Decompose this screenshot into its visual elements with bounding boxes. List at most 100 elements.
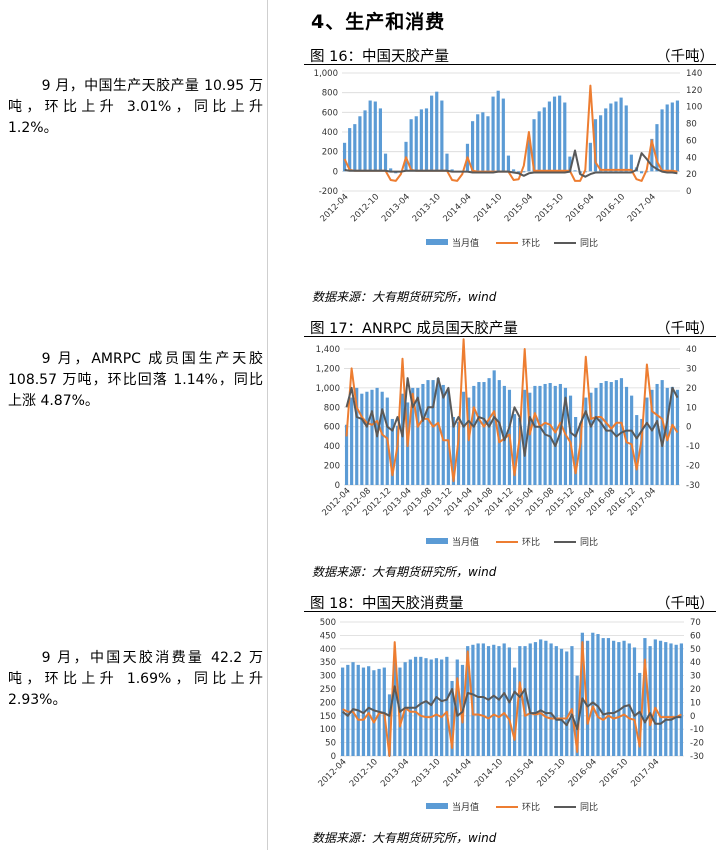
bar bbox=[655, 124, 659, 172]
section-title: 4、生产和消费 bbox=[311, 11, 446, 33]
bar bbox=[450, 169, 454, 172]
anrpc-production-chart: 1,400 1,200 1,000 800 600 400 200 0 40 30 20 10 0 -10… bbox=[316, 338, 700, 548]
y-right-tick-label: -10 bbox=[686, 442, 700, 452]
production-comment: 9 月，中国生产天胶产量 10.95 万吨，环比上升 3.01%，同比上升 1.… bbox=[8, 78, 263, 136]
legend-bar-swatch bbox=[426, 538, 448, 544]
y-left-tick-label: 500 bbox=[320, 618, 336, 628]
bar bbox=[558, 95, 562, 172]
bar bbox=[430, 95, 434, 172]
bar bbox=[619, 97, 623, 172]
bar bbox=[542, 107, 546, 172]
bar bbox=[395, 425, 400, 485]
bar bbox=[435, 91, 439, 172]
y-left-tick-label: 150 bbox=[320, 712, 336, 722]
bar bbox=[614, 380, 618, 485]
x-tick-label: 2016-10 bbox=[598, 757, 630, 789]
bar bbox=[512, 667, 517, 756]
bar bbox=[481, 643, 485, 756]
bar bbox=[544, 640, 548, 756]
bar bbox=[471, 121, 475, 172]
bar bbox=[645, 397, 649, 485]
bar bbox=[624, 386, 629, 485]
y-left-tick-label: 1,200 bbox=[316, 364, 340, 374]
y-left-tick-label: 600 bbox=[322, 108, 338, 118]
bar bbox=[643, 638, 647, 756]
bar bbox=[601, 638, 605, 756]
bar bbox=[370, 389, 374, 485]
y-left-tick-label: 0 bbox=[333, 167, 338, 177]
bar bbox=[445, 153, 449, 172]
bar bbox=[548, 383, 552, 485]
bar bbox=[660, 380, 664, 485]
legend: 当月值 环比 同比 bbox=[426, 801, 598, 813]
bar bbox=[658, 640, 663, 756]
y-right-tick-label: -30 bbox=[686, 481, 700, 491]
bar bbox=[609, 382, 613, 485]
figure-16-unit: （千吨） bbox=[656, 49, 714, 65]
legend-label: 当月值 bbox=[452, 801, 479, 813]
y-left-tick-label: 200 bbox=[320, 698, 336, 708]
bar bbox=[565, 651, 569, 756]
bar bbox=[358, 116, 362, 172]
legend-label: 同比 bbox=[580, 536, 598, 548]
bar bbox=[552, 96, 557, 172]
bar bbox=[674, 644, 678, 756]
bar bbox=[378, 108, 382, 172]
bar bbox=[350, 397, 354, 485]
consumption-comment: 9 月，中国天胶消费量 42.2 万吨，环比上升 1.69%，同比上升 2.93… bbox=[8, 650, 263, 708]
bar bbox=[466, 646, 470, 756]
bar bbox=[629, 154, 633, 172]
bar bbox=[570, 646, 574, 756]
bar bbox=[446, 391, 450, 485]
bar bbox=[424, 108, 429, 172]
figure-17-rule bbox=[304, 336, 716, 337]
figure-16-title: 图 16：中国天胶产量 bbox=[310, 49, 450, 65]
bar bbox=[456, 421, 461, 485]
bar bbox=[635, 415, 639, 485]
bar bbox=[568, 395, 573, 485]
figure-18-rule bbox=[304, 611, 716, 612]
y-left-tick-label: 350 bbox=[320, 658, 336, 668]
bar bbox=[382, 667, 386, 756]
figure-17-header: 图 17：ANRPC 成员国天胶产量 （千吨） bbox=[310, 317, 714, 338]
bar bbox=[575, 675, 579, 756]
bar bbox=[462, 391, 466, 485]
bar bbox=[367, 666, 371, 756]
figure-17-unit: （千吨） bbox=[656, 321, 714, 337]
figure-16-source: 数据来源：大有期货研究所，wind bbox=[312, 290, 497, 304]
bar bbox=[523, 389, 527, 485]
y-left-tick-label: 1,000 bbox=[316, 384, 340, 394]
bar bbox=[670, 386, 674, 485]
bar bbox=[588, 142, 592, 172]
yoy-series-line bbox=[344, 149, 678, 178]
bar bbox=[383, 153, 388, 172]
x-tick-label: 2013-04 bbox=[380, 192, 412, 224]
bar bbox=[440, 100, 444, 172]
bar bbox=[440, 659, 444, 756]
legend-label: 环比 bbox=[522, 536, 540, 548]
bar bbox=[568, 156, 572, 172]
bar bbox=[346, 664, 350, 756]
bar bbox=[650, 389, 654, 485]
bar bbox=[424, 658, 428, 756]
bar bbox=[650, 138, 654, 172]
figure-18-source: 数据来源：大有期货研究所，wind bbox=[312, 831, 497, 845]
bar bbox=[431, 380, 435, 485]
bar bbox=[518, 417, 522, 485]
bar bbox=[640, 418, 644, 485]
bar bbox=[563, 102, 567, 172]
bar bbox=[390, 418, 394, 485]
y-right-tick-label: 140 bbox=[686, 69, 702, 79]
figure-16-header: 图 16：中国天胶产量 （千吨） bbox=[310, 45, 714, 66]
y-left-tick-label: 200 bbox=[324, 462, 340, 472]
y-right-tick-label: 30 bbox=[686, 364, 697, 374]
figure-18-title: 图 18：中国天胶消费量 bbox=[310, 596, 464, 612]
bar bbox=[502, 385, 506, 485]
bar bbox=[549, 643, 553, 756]
bar bbox=[559, 648, 564, 756]
bar bbox=[421, 383, 425, 485]
y-left-tick-label: 450 bbox=[320, 631, 336, 641]
y-right-tick-label: 30 bbox=[690, 672, 701, 682]
bar bbox=[518, 646, 522, 756]
bar bbox=[365, 391, 369, 485]
